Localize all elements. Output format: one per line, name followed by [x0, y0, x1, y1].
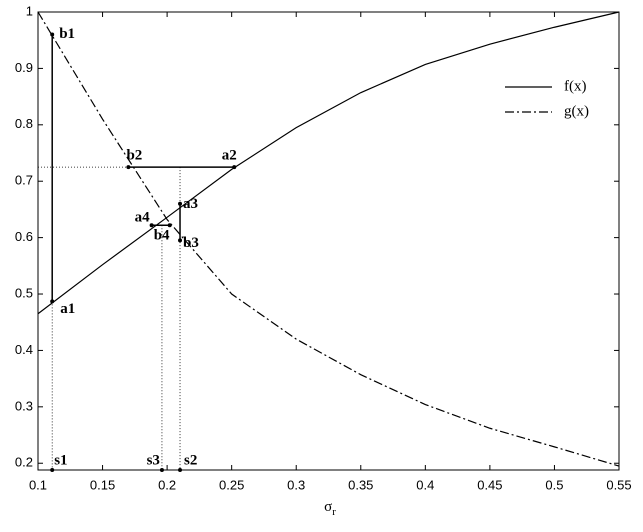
y-tick-label: 0.4: [15, 342, 33, 357]
series-line: [37, 11, 620, 315]
point: [167, 223, 172, 228]
x-tick-label: 0.1: [29, 477, 47, 492]
point: [178, 468, 183, 472]
point: [50, 468, 55, 472]
point: [232, 165, 237, 170]
x-tick-label: 0.4: [416, 477, 434, 492]
point: [159, 468, 164, 472]
point-label: s3: [147, 452, 160, 468]
point: [50, 32, 55, 37]
y-tick-label: 0.9: [15, 60, 33, 75]
point: [178, 201, 183, 206]
x-tick-label: 0.45: [477, 477, 502, 492]
x-tick-label: 0.55: [606, 477, 631, 492]
y-tick-label: 0.3: [15, 398, 33, 413]
point-label: a4: [135, 210, 151, 226]
point-label: b3: [183, 235, 199, 251]
point-label: a1: [60, 301, 75, 317]
series-line: [37, 11, 620, 467]
point-label: a2: [222, 148, 237, 164]
x-tick-label: 0.25: [219, 477, 244, 492]
x-tick-label: 0.3: [287, 477, 305, 492]
y-tick-label: 1: [26, 3, 33, 18]
x-label-subscript: r: [332, 506, 336, 518]
x-tick-label: 0.2: [158, 477, 176, 492]
legend-label: f(x): [564, 78, 587, 94]
point-label: b1: [59, 26, 75, 42]
y-tick-label: 0.6: [15, 229, 33, 244]
y-tick-label: 0.8: [15, 116, 33, 131]
point-label: b2: [126, 148, 142, 164]
point: [178, 238, 183, 243]
x-axis-label: σr: [324, 499, 336, 517]
y-tick-label: 0.7: [15, 173, 33, 188]
point: [126, 165, 131, 170]
point-label: a3: [183, 196, 198, 212]
point-label: s1: [54, 452, 67, 468]
point-label: s2: [184, 452, 197, 468]
point-label: b4: [154, 228, 170, 244]
x-label-symbol: σ: [324, 499, 332, 515]
x-tick-label: 0.35: [348, 477, 373, 492]
point: [149, 223, 154, 228]
x-tick-label: 0.15: [90, 477, 115, 492]
y-tick-label: 0.5: [15, 285, 33, 300]
x-tick-label: 0.5: [545, 477, 563, 492]
y-tick-label: 0.2: [15, 455, 33, 470]
point: [50, 299, 55, 304]
legend-label: g(x): [564, 103, 589, 119]
plot-frame: [37, 11, 620, 471]
